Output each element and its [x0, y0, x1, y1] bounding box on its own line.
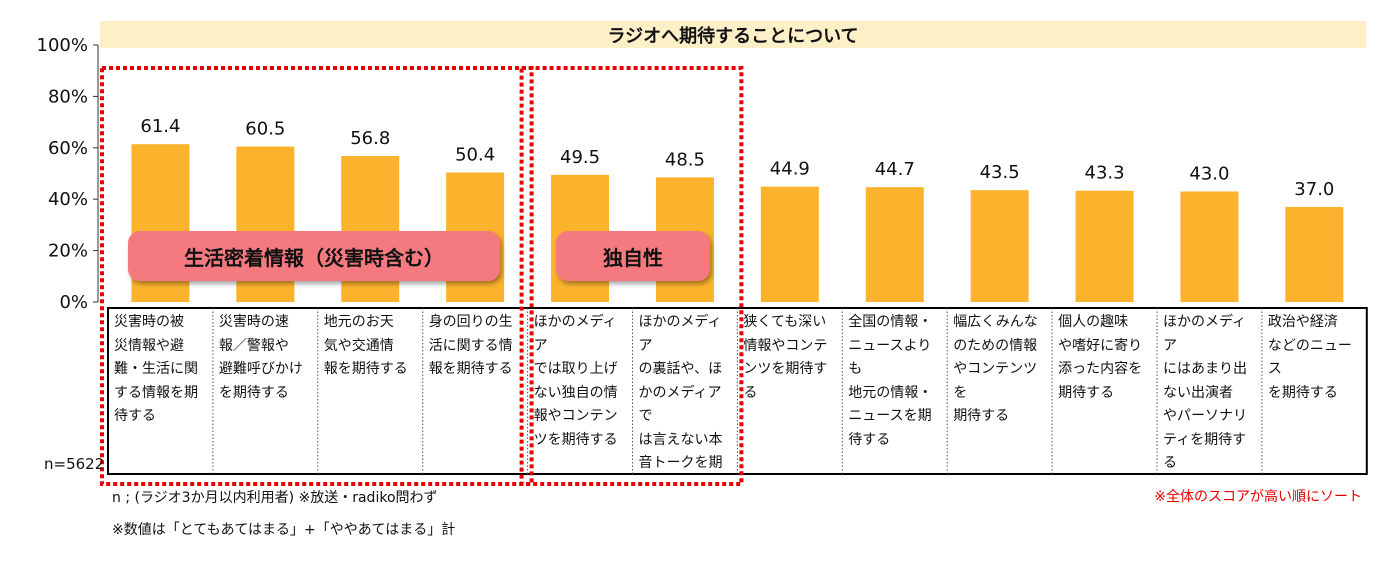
y-tick-label: 40% [48, 189, 88, 210]
value-label: 56.8 [350, 128, 390, 149]
category-cell: 狭くても深い 情報やコンテ ンツを期待す る [743, 314, 828, 401]
values-note: ※数値は「とてもあてはまる」+「ややあてはまる」計 [112, 522, 456, 538]
chart-title: ラジオへ期待することについて [100, 21, 1366, 48]
bar [970, 190, 1029, 302]
bar [760, 186, 819, 302]
value-label: 37.0 [1294, 179, 1334, 200]
value-label: 48.5 [665, 149, 705, 170]
category-cell: 全国の情報・ ニュースよりも 地元の情報・ ニュースを期 待する [848, 314, 933, 448]
y-tick-label: 60% [48, 138, 88, 159]
category-cell: 地元のお天 気や交通情 報を期待する [323, 314, 408, 377]
category-cell: 政治や経済 などのニュース を期待する [1267, 314, 1352, 401]
category-cell: 身の回りの生 活に関する情 報を期待する [428, 314, 513, 377]
value-label: 50.4 [455, 144, 495, 165]
sample-size-label: n=5622 [44, 455, 105, 473]
group-border [100, 66, 534, 486]
category-cell: ほかのメディア では取り上げ ない独自の情 報やコンテン ツを期待する [533, 314, 618, 448]
category-cell: 幅広くみんな のための情報 やコンテンツを 期待する [953, 314, 1038, 424]
group-label: 独自性 [556, 231, 710, 281]
bar [1285, 206, 1344, 302]
sort-note: ※全体のスコアが高い順にソート [1154, 489, 1362, 505]
category-cell: 個人の趣味 や嗜好に寄り 添った内容を 期待する [1058, 314, 1143, 401]
value-label: 43.3 [1085, 163, 1125, 184]
bar [865, 187, 924, 302]
respondents-note: n ; (ラジオ3か月以内利用者) ※放送・radiko問わず [112, 490, 438, 506]
y-tick-label: 20% [48, 241, 88, 262]
group-label: 生活密着情報（災害時含む） [128, 231, 500, 281]
value-label: 43.5 [980, 162, 1020, 183]
value-label: 44.9 [770, 159, 810, 180]
bar [1075, 190, 1134, 302]
value-label: 49.5 [560, 147, 600, 168]
y-tick-label: 80% [48, 86, 88, 107]
category-cell: 災害時の速 報／警報や 避難呼びかけ を期待する [218, 314, 303, 401]
category-cell: ほかのメディア にはあまり出 ない出演者 やパーソナリ ティを期待す る [1163, 314, 1247, 471]
category-cell: ほかのメディア の裏話や、ほ かのメディアで は言えない本 音トークを期 待する [638, 314, 723, 471]
value-label: 43.0 [1189, 163, 1229, 184]
y-tick-label: 0% [59, 292, 88, 313]
y-tick-label: 100% [37, 35, 88, 56]
value-label: 61.4 [140, 116, 180, 137]
group-border [519, 66, 744, 486]
bar [1180, 191, 1239, 302]
value-label: 44.7 [875, 159, 915, 180]
value-label: 60.5 [245, 119, 285, 140]
category-cell: 災害時の被 災情報や避 難・生活に関 する情報を期 待する [114, 314, 198, 424]
